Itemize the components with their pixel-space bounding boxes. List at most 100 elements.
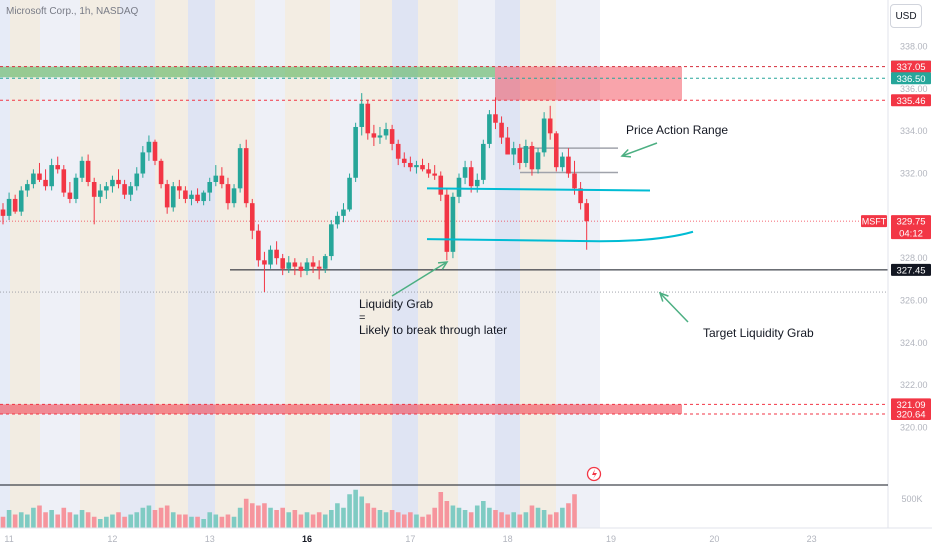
volume-bar bbox=[444, 501, 450, 528]
candle-body bbox=[225, 184, 231, 204]
arrow-shaft bbox=[391, 261, 448, 297]
volume-bar bbox=[122, 516, 127, 528]
candle-body bbox=[535, 152, 541, 170]
supply-zone-green bbox=[0, 66, 495, 78]
candle-body bbox=[420, 165, 425, 170]
price-label: 321.09 bbox=[896, 400, 925, 411]
candle-body bbox=[0, 209, 6, 216]
y-tick-label: 324.00 bbox=[900, 338, 928, 348]
volume-bar bbox=[6, 510, 12, 528]
volume-bar bbox=[487, 507, 492, 528]
volume-bar bbox=[353, 489, 358, 528]
y-tick-label: 328.00 bbox=[900, 253, 928, 263]
candle-body bbox=[341, 209, 346, 216]
volume-bar bbox=[134, 512, 140, 528]
last-price-label: 329.75 bbox=[896, 217, 925, 228]
candle-body bbox=[268, 249, 273, 265]
event-badge bbox=[586, 466, 602, 482]
volume-bar bbox=[365, 503, 371, 528]
candle-body bbox=[152, 141, 158, 161]
volume-bar bbox=[12, 514, 18, 528]
demand-zone-red bbox=[0, 404, 682, 414]
candle-body bbox=[547, 118, 553, 134]
volume-bar bbox=[195, 516, 200, 528]
volume-bar bbox=[55, 514, 61, 528]
price-label: 320.64 bbox=[896, 409, 925, 420]
candle-body bbox=[219, 175, 225, 185]
volume-bar bbox=[61, 507, 67, 528]
volume-bar bbox=[420, 516, 425, 528]
candle-body bbox=[401, 158, 407, 163]
candle-body bbox=[566, 156, 571, 174]
candle-body bbox=[61, 169, 67, 193]
volume-bar bbox=[298, 514, 304, 528]
volume-bar bbox=[85, 512, 91, 528]
price-label-bg bbox=[891, 263, 931, 276]
candle-body bbox=[91, 182, 97, 197]
x-tick-label: 12 bbox=[107, 534, 117, 544]
symbol-tag: MSFT bbox=[862, 217, 887, 227]
candle-body bbox=[578, 188, 583, 204]
annotation-liquidity-grab: Liquidity Grab bbox=[359, 297, 433, 311]
volume-bar bbox=[37, 505, 42, 528]
annotation-equals: = bbox=[359, 312, 365, 324]
session-band bbox=[0, 0, 10, 528]
candle-body bbox=[280, 258, 285, 269]
candle-body bbox=[6, 198, 12, 216]
candle-body bbox=[189, 194, 194, 199]
volume-bar bbox=[43, 512, 48, 528]
volume-bar bbox=[456, 507, 462, 528]
currency-button[interactable]: USD bbox=[890, 4, 922, 28]
volume-bar bbox=[286, 512, 292, 528]
candle-body bbox=[158, 160, 164, 185]
candle-body bbox=[529, 146, 535, 170]
price-label: 337.05 bbox=[896, 62, 925, 73]
x-tick-label: 13 bbox=[205, 534, 215, 544]
candle-body bbox=[572, 173, 577, 189]
volume-bar bbox=[201, 519, 206, 528]
y-tick-label: 332.00 bbox=[900, 169, 928, 179]
arrow-head bbox=[658, 291, 669, 302]
volume-bar bbox=[116, 512, 121, 528]
volume-bar bbox=[474, 505, 480, 528]
volume-bar bbox=[553, 512, 559, 528]
price-label-bg bbox=[891, 407, 931, 420]
candle-body bbox=[371, 133, 377, 138]
candle-body bbox=[523, 146, 529, 163]
volume-group bbox=[0, 489, 577, 528]
volume-bar bbox=[511, 512, 517, 528]
volume-bar bbox=[389, 510, 395, 528]
volume-bar bbox=[146, 505, 152, 528]
volume-bar bbox=[231, 516, 237, 528]
volume-bar bbox=[268, 507, 273, 528]
last-price-label-countdown: 04:12 bbox=[899, 229, 923, 240]
candle-body bbox=[383, 129, 389, 136]
volume-bar bbox=[67, 512, 73, 528]
candle-body bbox=[316, 266, 322, 269]
session-band bbox=[418, 0, 458, 528]
volume-bar bbox=[341, 507, 346, 528]
volume-bar bbox=[377, 510, 383, 528]
candle-body bbox=[237, 148, 243, 189]
arrow-liquidity-grab bbox=[391, 261, 449, 297]
volume-bar bbox=[401, 514, 407, 528]
candle-body bbox=[335, 215, 340, 225]
candle-body bbox=[177, 186, 182, 191]
volume-bar bbox=[468, 512, 474, 528]
candle-body bbox=[304, 262, 310, 271]
volume-bar bbox=[25, 514, 30, 528]
lightning-icon bbox=[592, 469, 597, 479]
candle-body bbox=[560, 156, 565, 168]
candle-body bbox=[584, 203, 589, 222]
y-tick-label: 326.00 bbox=[900, 296, 928, 306]
candle-body bbox=[438, 175, 444, 195]
volume-bar bbox=[335, 503, 340, 528]
volume-bar bbox=[110, 514, 115, 528]
x-tick-label: 20 bbox=[709, 534, 719, 544]
volume-bar bbox=[219, 516, 225, 528]
candle-body bbox=[505, 137, 510, 155]
volume-bar bbox=[329, 510, 334, 528]
volume-bar bbox=[304, 512, 310, 528]
session-band bbox=[458, 0, 495, 528]
